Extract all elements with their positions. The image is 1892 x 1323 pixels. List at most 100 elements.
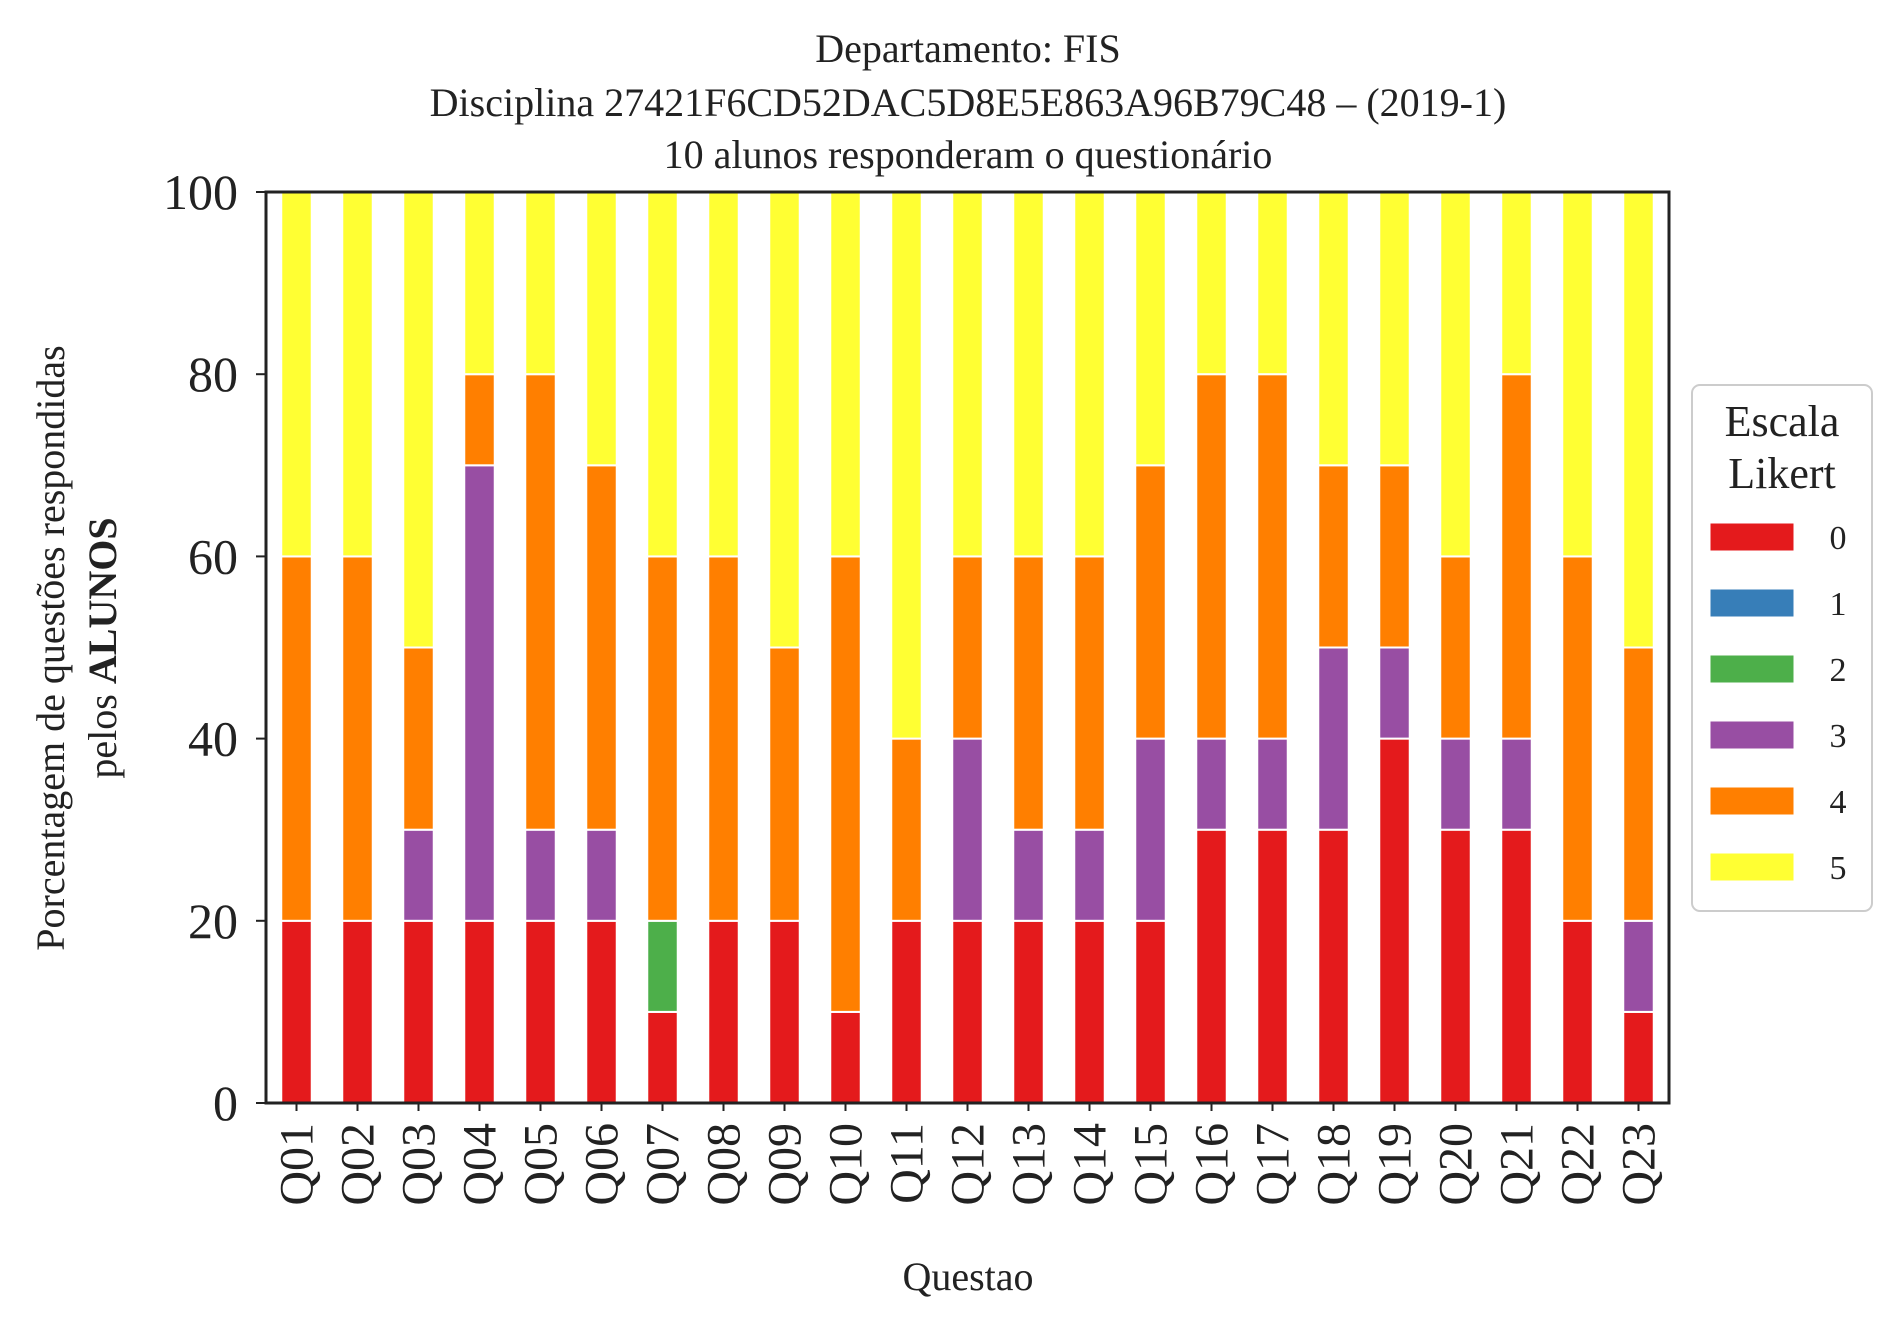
bar-Q18-likert-3: [1317, 646, 1350, 831]
chart-title-line-3: 10 alunos responderam o questionário: [664, 132, 1273, 177]
x-tick-label-Q17: Q17: [1247, 1123, 1300, 1206]
bar-Q21-likert-3: [1500, 737, 1533, 831]
bar-Q07-likert-4: [646, 555, 679, 922]
y-axis-label-line-2: pelos ALUNOS: [80, 517, 125, 778]
y-tick-label: 0: [213, 1075, 238, 1131]
bar-Q14-likert-5: [1073, 191, 1106, 558]
bar-Q09-likert-5: [768, 191, 801, 649]
bar-Q21-likert-5: [1500, 191, 1533, 376]
bar-Q19-likert-0: [1378, 737, 1411, 1104]
bar-Q13-likert-3: [1012, 828, 1045, 922]
y-tick-label: 20: [188, 893, 238, 949]
bar-Q23-likert-3: [1622, 919, 1655, 1013]
bar-Q06-likert-3: [585, 828, 618, 922]
y-tick-label: 60: [188, 528, 238, 584]
legend-title-line-1: Escala: [1725, 397, 1840, 446]
bar-Q04-likert-0: [463, 919, 496, 1104]
legend-swatch-1: [1709, 588, 1795, 618]
bar-Q12-likert-5: [951, 191, 984, 558]
bar-Q03-likert-0: [402, 919, 435, 1104]
bar-Q07-likert-0: [646, 1010, 679, 1105]
bar-Q19-likert-3: [1378, 646, 1411, 740]
bar-Q08-likert-0: [707, 919, 740, 1104]
bar-Q18-likert-0: [1317, 828, 1350, 1104]
bar-Q16-likert-5: [1195, 191, 1228, 376]
bar-Q17-likert-0: [1256, 828, 1289, 1104]
bar-Q02-likert-0: [341, 919, 374, 1104]
x-tick-label-Q13: Q13: [1003, 1123, 1056, 1206]
plot-frame: [264, 190, 1671, 1105]
bar-Q12-likert-0: [951, 919, 984, 1104]
legend-swatch-5: [1709, 852, 1795, 882]
x-ticks-group: Q01 Q02 Q03 Q04 Q05 Q06 Q07 Q08 Q09 Q10 Q11 Q12 Q13 Q…: [271, 1103, 1666, 1206]
bar-Q20-likert-4: [1439, 555, 1472, 740]
x-tick-label-Q09: Q09: [759, 1123, 812, 1206]
y-axis-label-bold: ALUNOS: [80, 517, 125, 684]
chart-title-line-2: Disciplina 27421F6CD52DAC5D8E5E863A96B79…: [430, 80, 1507, 125]
bar-Q23-likert-4: [1622, 646, 1655, 922]
x-tick-label-Q21: Q21: [1491, 1123, 1544, 1206]
y-axis-label-line-1: Porcentagem de questões respondidas: [28, 345, 73, 950]
bar-Q04-likert-3: [463, 464, 496, 922]
bar-Q22-likert-0: [1561, 919, 1594, 1104]
bar-Q16-likert-4: [1195, 373, 1228, 740]
x-tick-label-Q03: Q03: [393, 1123, 446, 1206]
bar-Q21-likert-0: [1500, 828, 1533, 1104]
bar-Q13-likert-5: [1012, 191, 1045, 558]
bar-Q21-likert-4: [1500, 373, 1533, 740]
y-tick-label: 80: [188, 346, 238, 402]
legend-swatch-2: [1709, 654, 1795, 684]
x-tick-label-Q11: Q11: [881, 1123, 934, 1204]
bar-Q19-likert-4: [1378, 464, 1411, 649]
bar-Q11-likert-4: [890, 737, 923, 922]
bar-Q05-likert-0: [524, 919, 557, 1104]
bar-Q14-likert-4: [1073, 555, 1106, 831]
y-tick-label: 100: [163, 164, 238, 220]
legend-label-3: 3: [1830, 718, 1847, 755]
x-tick-label-Q01: Q01: [271, 1123, 324, 1206]
bar-Q13-likert-4: [1012, 555, 1045, 831]
bar-Q17-likert-5: [1256, 191, 1289, 376]
bar-Q22-likert-4: [1561, 555, 1594, 922]
x-tick-label-Q02: Q02: [332, 1123, 385, 1206]
bar-Q23-likert-0: [1622, 1010, 1655, 1105]
legend-swatch-0: [1709, 522, 1795, 552]
bar-Q17-likert-4: [1256, 373, 1289, 740]
bar-Q19-likert-5: [1378, 191, 1411, 467]
legend-label-2: 2: [1830, 652, 1847, 689]
bar-Q23-likert-5: [1622, 191, 1655, 649]
legend-label-4: 4: [1830, 784, 1847, 821]
bar-Q16-likert-0: [1195, 828, 1228, 1104]
bar-Q01-likert-4: [280, 555, 313, 922]
bar-Q09-likert-0: [768, 919, 801, 1104]
legend-title-line-2: Likert: [1728, 449, 1836, 498]
bar-Q04-likert-4: [463, 373, 496, 467]
bar-Q20-likert-5: [1439, 191, 1472, 558]
legend-items: 0 1 2 3 4 5: [1709, 520, 1847, 887]
bar-Q05-likert-5: [524, 191, 557, 376]
bar-Q11-likert-0: [890, 919, 923, 1104]
bars-group: [280, 191, 1655, 1105]
x-tick-label-Q16: Q16: [1186, 1123, 1239, 1206]
x-tick-label-Q05: Q05: [515, 1123, 568, 1206]
x-tick-label-Q04: Q04: [454, 1123, 507, 1206]
bar-Q20-likert-3: [1439, 737, 1472, 831]
bar-Q09-likert-4: [768, 646, 801, 922]
bar-Q05-likert-3: [524, 828, 557, 922]
x-tick-label-Q19: Q19: [1369, 1123, 1422, 1206]
x-tick-label-Q08: Q08: [698, 1123, 751, 1206]
bar-Q08-likert-5: [707, 191, 740, 558]
bar-Q18-likert-4: [1317, 464, 1350, 649]
bar-Q14-likert-0: [1073, 919, 1106, 1104]
bar-Q03-likert-3: [402, 828, 435, 922]
legend-label-0: 0: [1830, 520, 1847, 557]
x-tick-label-Q23: Q23: [1613, 1123, 1666, 1206]
bar-Q10-likert-5: [829, 191, 862, 558]
x-tick-label-Q12: Q12: [942, 1123, 995, 1206]
bar-Q12-likert-3: [951, 737, 984, 922]
legend-box: [1691, 384, 1873, 912]
bar-Q03-likert-4: [402, 646, 435, 831]
bar-Q06-likert-5: [585, 191, 618, 467]
bar-Q10-likert-0: [829, 1010, 862, 1105]
